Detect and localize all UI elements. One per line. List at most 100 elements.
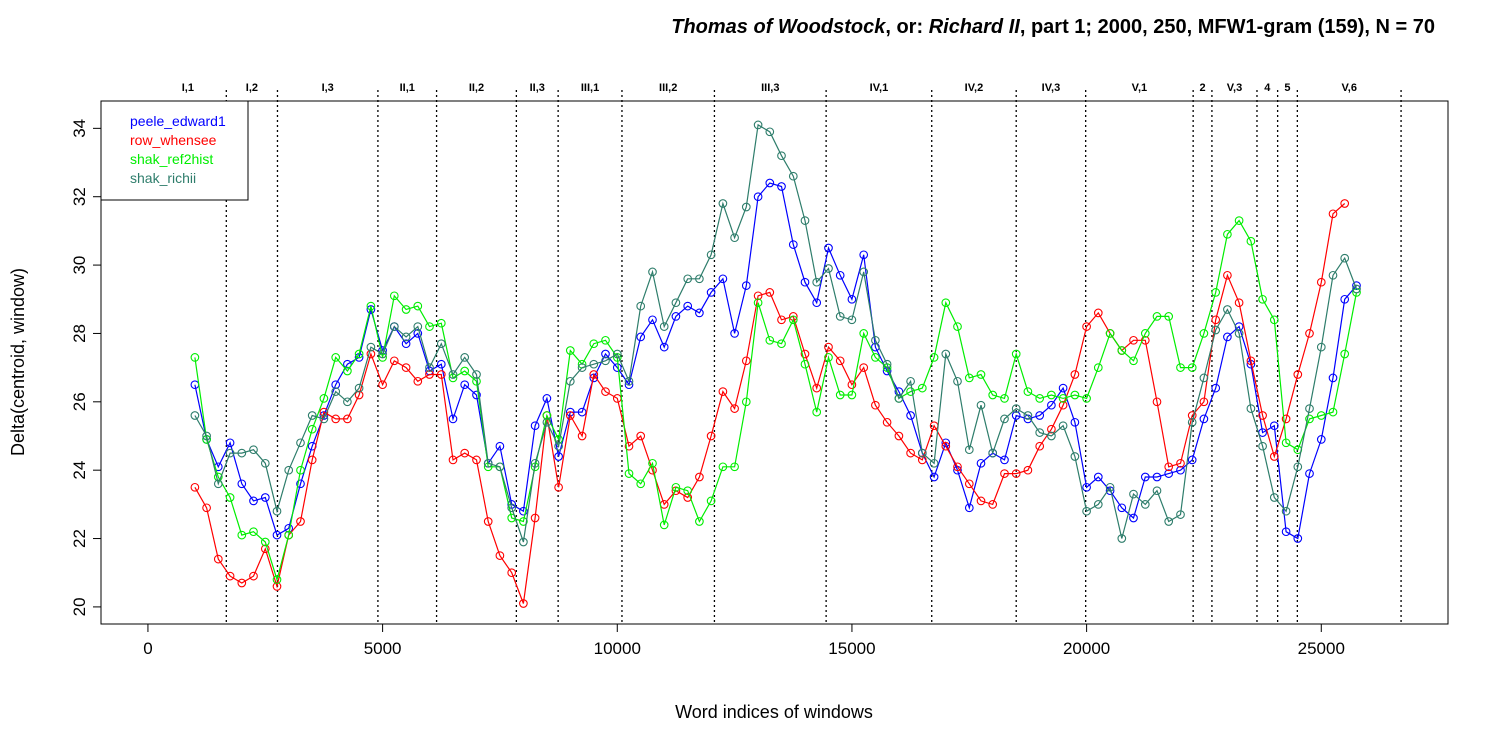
data-point [319, 394, 329, 403]
scene-label: II,2 [469, 82, 484, 94]
data-point [1258, 441, 1267, 451]
data-point [542, 417, 552, 427]
data-point [741, 397, 751, 407]
data-point [777, 182, 786, 191]
data-point [354, 390, 364, 400]
data-point [1140, 335, 1150, 345]
data-point [213, 554, 223, 564]
data-point [296, 517, 305, 526]
data-point [847, 380, 857, 390]
data-point [319, 414, 329, 424]
data-point [741, 281, 751, 290]
data-point [706, 496, 716, 506]
data-point [577, 431, 587, 441]
data-point [1281, 506, 1291, 516]
data-point [425, 322, 434, 331]
data-point [1152, 486, 1162, 496]
data-point [436, 359, 446, 369]
data-point [941, 441, 951, 451]
data-point [612, 363, 622, 372]
data-point [812, 277, 822, 287]
data-point [847, 294, 857, 304]
data-point [730, 404, 739, 413]
scene-label: V,1 [1132, 82, 1148, 94]
data-point [765, 335, 775, 345]
title-part: Thomas of Woodstock [671, 16, 886, 38]
series-line [194, 203, 1346, 604]
data-point [378, 349, 387, 359]
data-point [425, 370, 434, 379]
data-point [249, 445, 258, 455]
data-point [530, 458, 540, 468]
data-point [284, 530, 294, 540]
data-point [718, 274, 728, 284]
data-point [284, 465, 294, 475]
data-point [859, 250, 869, 260]
data-point [1269, 421, 1279, 431]
data-point [1199, 373, 1209, 383]
data-point [1340, 349, 1350, 359]
plot-frame [100, 100, 1449, 625]
data-point [612, 349, 622, 359]
data-point [1246, 404, 1256, 413]
data-point [1246, 236, 1256, 246]
data-point [1246, 356, 1256, 366]
data-point [507, 503, 517, 513]
data-point [671, 298, 681, 308]
data-point [554, 482, 563, 492]
data-point [460, 448, 470, 458]
data-point [530, 421, 540, 431]
data-point [906, 411, 915, 420]
data-point [1058, 400, 1068, 410]
data-point [695, 274, 704, 284]
data-point [213, 472, 223, 482]
data-point [1117, 346, 1127, 355]
scene-label: II,3 [530, 82, 545, 94]
data-point [1093, 472, 1103, 482]
scene-label: 2 [1199, 82, 1205, 94]
data-point [1129, 335, 1138, 345]
data-point [765, 178, 775, 188]
data-point [1000, 394, 1009, 403]
data-point [237, 448, 247, 458]
x-tick-label: 10000 [594, 639, 641, 658]
scene-label: V,6 [1341, 82, 1357, 94]
data-point [366, 305, 376, 314]
data-point [460, 380, 470, 390]
data-point [1047, 424, 1056, 434]
y-axis-title: Delta(centroid, window) [8, 268, 28, 456]
data-point [237, 578, 247, 588]
data-point [835, 312, 845, 321]
data-point [542, 411, 552, 420]
data-point [695, 472, 704, 482]
scene-label: III,3 [761, 82, 779, 94]
data-point [894, 387, 904, 396]
data-point [1093, 308, 1103, 318]
data-point [800, 277, 810, 287]
data-point [917, 448, 927, 458]
data-point [683, 301, 693, 311]
data-point [1105, 482, 1115, 492]
data-point [824, 353, 833, 362]
data-point [718, 462, 728, 472]
data-point [1223, 332, 1232, 342]
data-point [1176, 510, 1185, 519]
series-peele_edward1 [190, 178, 1361, 543]
data-point [343, 359, 352, 369]
data-point [413, 301, 423, 311]
data-point [272, 582, 282, 591]
data-point [1176, 458, 1185, 468]
data-point [741, 202, 751, 212]
data-point [929, 458, 939, 468]
data-point [1011, 411, 1021, 420]
data-point [1316, 411, 1326, 420]
data-point [589, 339, 599, 349]
data-point [683, 486, 693, 496]
data-point [964, 445, 974, 455]
data-point [976, 370, 986, 379]
data-point [824, 342, 833, 352]
data-point [1258, 294, 1267, 304]
data-point [1058, 383, 1068, 393]
data-point [1223, 270, 1232, 280]
x-tick-label: 0 [143, 639, 152, 658]
